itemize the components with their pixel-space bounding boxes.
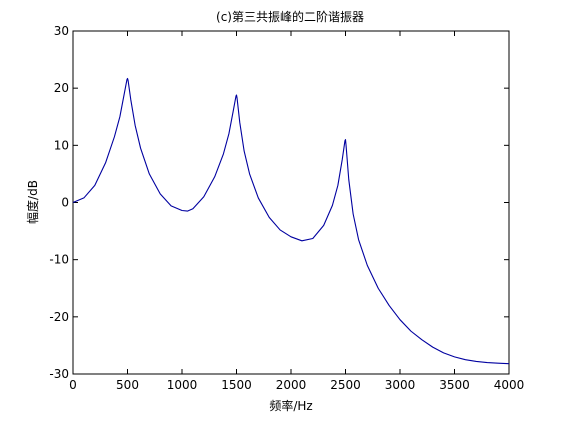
- chart-title: (c)第三共振峰的二阶谐振器: [216, 9, 364, 24]
- x-axis-ticks: 0 500 1000 1500 2000 2500 3000 3500 4000: [69, 31, 524, 392]
- x-tick-label: 500: [116, 378, 139, 392]
- y-tick-label: -20: [49, 310, 69, 324]
- x-tick-label: 0: [69, 378, 77, 392]
- x-tick-label: 2000: [276, 378, 307, 392]
- y-tick-label: -30: [49, 367, 69, 381]
- y-tick-label: 0: [61, 196, 69, 210]
- x-tick-label: 1000: [167, 378, 198, 392]
- y-tick-label: 20: [54, 81, 69, 95]
- x-tick-label: 4000: [494, 378, 525, 392]
- y-axis-label: 幅度/dB: [25, 180, 40, 224]
- plot-frame: [72, 30, 510, 375]
- series-line-0: [72, 77, 510, 365]
- x-tick-label: 3000: [385, 378, 416, 392]
- x-tick-label: 3500: [439, 378, 470, 392]
- x-tick-label: 1500: [221, 378, 252, 392]
- y-tick-label: 10: [54, 138, 69, 152]
- y-axis-ticks: 30 20 10 0 -10 -20 -30: [49, 24, 509, 381]
- series-layer: [72, 77, 510, 365]
- y-tick-label: -10: [49, 253, 69, 267]
- x-axis-label: 频率/Hz: [269, 398, 312, 413]
- y-tick-label: 30: [54, 24, 69, 38]
- x-tick-label: 2500: [330, 378, 361, 392]
